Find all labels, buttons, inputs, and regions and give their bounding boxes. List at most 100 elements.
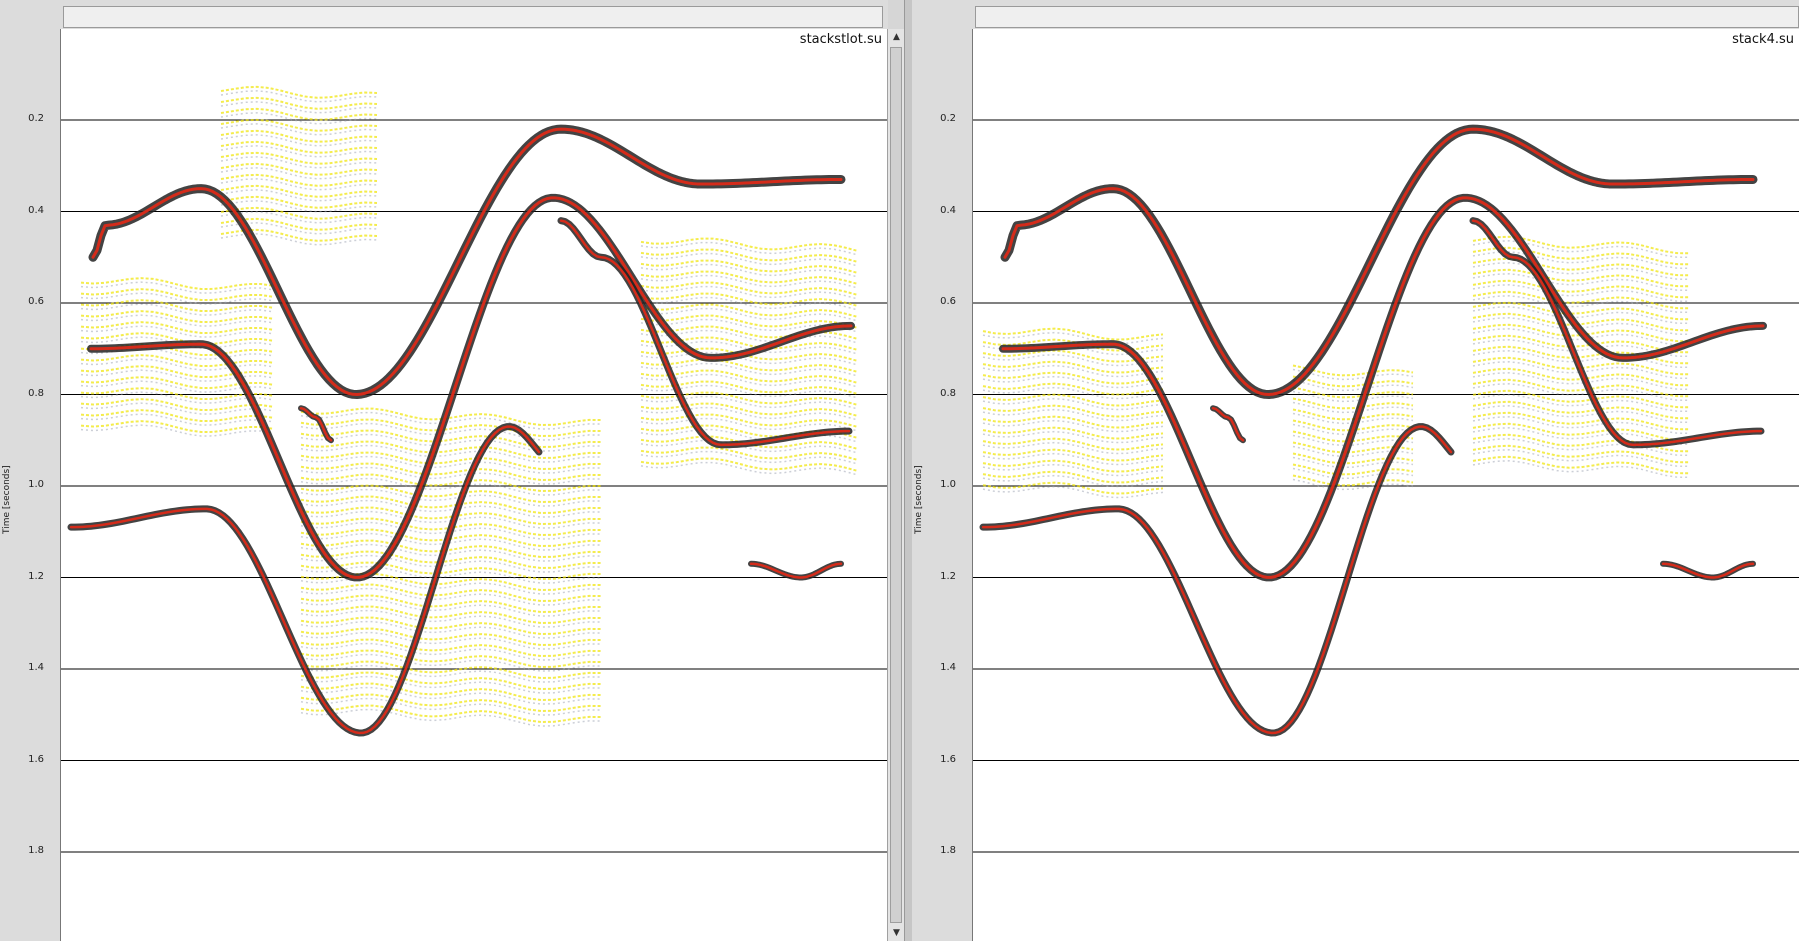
reflector-branch: [1471, 219, 1763, 447]
noise-stroke: [80, 325, 274, 338]
noise-stroke: [80, 303, 274, 316]
noise-stroke: [80, 314, 274, 327]
noise-stroke: [1472, 422, 1690, 442]
noise-stroke: [220, 184, 378, 198]
left-seismic-panel: Time [seconds] 0.2 0.4 0.6 0.8 1.0 1.2 1.4 1.6 1…: [0, 0, 888, 941]
noise-stroke: [982, 375, 1164, 389]
noise-stroke: [80, 354, 274, 367]
noise-stroke: [220, 200, 378, 213]
scroll-down-icon[interactable]: ▼: [893, 928, 900, 938]
time-tick-label: 1.6: [940, 753, 956, 765]
noise-stroke: [300, 444, 602, 463]
noise-stroke: [640, 263, 858, 278]
noise-stroke: [1472, 273, 1690, 292]
noise-stroke: [300, 631, 602, 650]
noise-stroke: [220, 140, 378, 154]
noise-stroke: [80, 321, 274, 334]
noise-stroke: [220, 156, 378, 169]
noise-stroke: [982, 386, 1164, 400]
scroll-up-icon[interactable]: ▲: [893, 32, 900, 42]
time-tick-label: 0.8: [940, 387, 956, 399]
noise-stroke: [80, 424, 274, 437]
noise-stroke: [80, 398, 274, 411]
noise-stroke: [982, 393, 1164, 407]
noise-stroke: [1292, 368, 1414, 381]
noise-stroke: [1472, 411, 1690, 431]
noise-stroke: [982, 349, 1164, 363]
left-vertical-scrollbar[interactable]: ▲ ▼: [887, 29, 905, 941]
noise-stroke: [640, 461, 858, 476]
left-seismic-section: [61, 85, 888, 853]
noise-stroke: [300, 594, 602, 613]
noise-stroke: [640, 351, 858, 366]
noise-stroke: [1292, 375, 1414, 388]
noise-stroke: [982, 485, 1164, 499]
noise-stroke: [220, 90, 378, 103]
noise-stroke: [1472, 416, 1690, 435]
noise-stroke: [220, 112, 378, 125]
noise-stroke: [300, 704, 602, 723]
time-tick-label: 1.4: [940, 662, 956, 673]
noise-stroke: [1292, 474, 1414, 487]
noise-stroke: [982, 360, 1164, 374]
left-seismic-plot[interactable]: stackstlot.su: [60, 29, 888, 941]
noise-stroke: [1472, 438, 1690, 457]
noise-stroke: [220, 178, 378, 191]
noise-stroke: [300, 477, 602, 496]
noise-stroke: [1472, 306, 1690, 325]
noise-stroke: [80, 402, 274, 415]
noise-stroke: [982, 426, 1164, 440]
noise-stroke: [640, 417, 858, 432]
noise-stroke: [982, 404, 1164, 418]
noise-stroke: [640, 329, 858, 344]
noise-stroke: [982, 415, 1164, 429]
noise-stroke: [982, 481, 1164, 495]
noise-stroke: [300, 682, 602, 701]
time-tick-label: 0.4: [28, 204, 44, 216]
noise-stroke: [1472, 290, 1690, 310]
noise-stroke: [982, 459, 1164, 473]
noise-stroke: [220, 206, 378, 220]
noise-stroke: [300, 697, 602, 716]
noise-stroke: [300, 660, 602, 679]
noise-stroke: [300, 598, 602, 617]
noise-stroke: [640, 307, 858, 322]
noise-stroke: [1472, 367, 1690, 387]
noise-stroke: [80, 358, 274, 371]
noise-stroke: [220, 189, 378, 202]
noise-stroke: [982, 353, 1164, 367]
noise-stroke: [982, 430, 1164, 444]
scroll-thumb[interactable]: [890, 47, 902, 923]
noise-stroke: [300, 506, 602, 525]
reflector-middle: [89, 196, 853, 579]
noise-stroke: [640, 457, 858, 472]
noise-stroke: [1472, 394, 1690, 413]
time-tick-label: 1.2: [940, 570, 956, 582]
noise-stroke: [80, 299, 274, 312]
noise-stroke: [640, 439, 858, 454]
noise-stroke: [300, 466, 602, 485]
right-seismic-plot[interactable]: stack4.su: [972, 29, 1799, 941]
noise-stroke: [982, 327, 1164, 341]
noise-stroke: [640, 296, 858, 311]
noise-stroke: [982, 474, 1164, 488]
noise-stroke: [300, 433, 602, 452]
noise-stroke: [640, 358, 858, 373]
noise-stroke: [640, 303, 858, 318]
noise-stroke: [1472, 378, 1690, 398]
noise-stroke: [1472, 268, 1690, 288]
reflector-wedge: [1211, 406, 1245, 442]
reflector-segment: [749, 562, 843, 579]
noise-stroke: [1472, 427, 1690, 446]
noise-stroke: [80, 332, 274, 345]
noise-stroke: [1472, 251, 1690, 270]
noise-stroke: [1472, 449, 1690, 468]
noise-stroke: [300, 550, 602, 569]
noise-stroke: [640, 237, 858, 252]
noise-stroke: [300, 407, 602, 426]
noise-stroke: [1472, 444, 1690, 464]
noise-stroke: [300, 422, 602, 441]
noise-stroke: [640, 450, 858, 465]
noise-stroke: [300, 638, 602, 657]
noise-stroke: [300, 473, 602, 492]
